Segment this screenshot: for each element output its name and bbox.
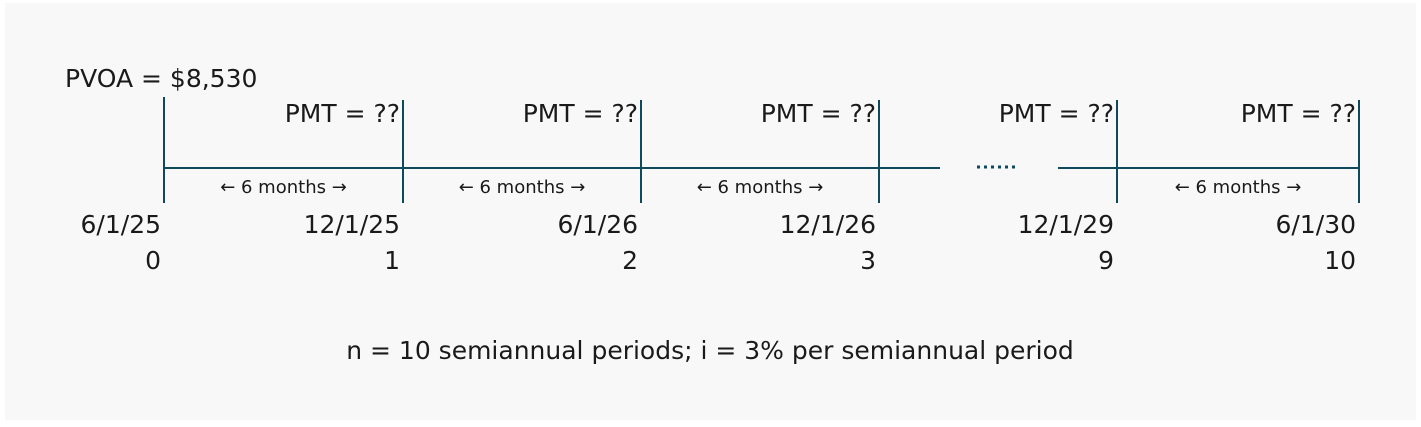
period-label: 3: [860, 246, 876, 275]
date-label: 12/1/25: [304, 210, 400, 239]
payment-label: PMT = ??: [523, 99, 638, 128]
payment-label: PMT = ??: [999, 99, 1114, 128]
interval-label: ← 6 months →: [1175, 177, 1302, 198]
date-label: 12/1/29: [1018, 210, 1114, 239]
date-label: 6/1/26: [558, 210, 638, 239]
pvoa-label: PVOA = $8,530: [65, 64, 257, 93]
period-label: 0: [145, 246, 161, 275]
period-label: 1: [384, 246, 400, 275]
interval-label: ← 6 months →: [459, 177, 586, 198]
payment-label: PMT = ??: [1241, 99, 1356, 128]
period-label: 10: [1324, 246, 1356, 275]
interval-label: ← 6 months →: [220, 177, 347, 198]
date-label: 6/1/30: [1276, 210, 1356, 239]
background: [5, 3, 1416, 420]
date-label: 6/1/25: [81, 210, 161, 239]
interval-label: ← 6 months →: [697, 177, 824, 198]
date-label: 12/1/26: [780, 210, 876, 239]
period-label: 9: [1098, 246, 1114, 275]
payment-label: PMT = ??: [761, 99, 876, 128]
period-label: 2: [622, 246, 638, 275]
footer: n = 10 semiannual periods; i = 3% per se…: [346, 336, 1074, 365]
payment-label: PMT = ??: [285, 99, 400, 128]
